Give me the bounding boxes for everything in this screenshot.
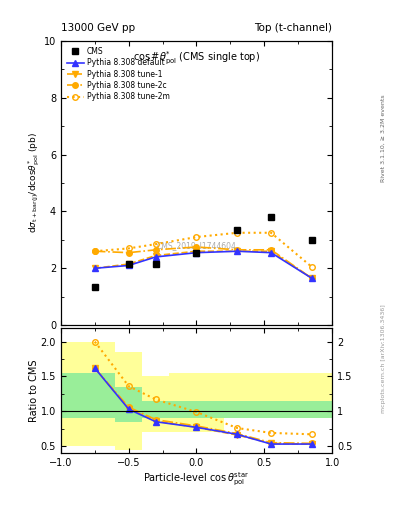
Text: Top (t-channel): Top (t-channel) xyxy=(254,23,332,33)
Pythia 8.308 tune-2m xyxy=(309,264,314,270)
Line: Pythia 8.308 tune-2m: Pythia 8.308 tune-2m xyxy=(92,230,314,270)
Pythia 8.308 default xyxy=(309,275,314,281)
Pythia 8.308 tune-2c xyxy=(126,249,131,255)
Pythia 8.308 tune-2c xyxy=(269,247,274,253)
Text: 13000 GeV pp: 13000 GeV pp xyxy=(61,23,135,33)
Pythia 8.308 default xyxy=(235,248,239,254)
Line: Pythia 8.308 default: Pythia 8.308 default xyxy=(92,248,314,281)
Text: Rivet 3.1.10, ≥ 3.2M events: Rivet 3.1.10, ≥ 3.2M events xyxy=(381,94,386,182)
Pythia 8.308 default xyxy=(92,265,97,271)
Text: $\cos\#\theta^{*}_{\mathrm{pol}}$ (CMS single top): $\cos\#\theta^{*}_{\mathrm{pol}}$ (CMS s… xyxy=(133,50,260,67)
Pythia 8.308 default xyxy=(153,254,158,260)
Pythia 8.308 tune-2c xyxy=(153,247,158,253)
CMS xyxy=(269,214,274,220)
Pythia 8.308 tune-1 xyxy=(153,252,158,259)
Pythia 8.308 tune-2m xyxy=(235,230,239,236)
Pythia 8.308 tune-1 xyxy=(235,248,239,254)
Pythia 8.308 tune-2c xyxy=(235,247,239,253)
Y-axis label: Ratio to CMS: Ratio to CMS xyxy=(29,359,39,422)
Pythia 8.308 tune-2m xyxy=(92,248,97,254)
CMS xyxy=(92,284,97,290)
X-axis label: Particle-level $\cos\theta^{\mathrm{star}}_{\mathrm{pol}}$: Particle-level $\cos\theta^{\mathrm{star… xyxy=(143,471,250,488)
Line: Pythia 8.308 tune-2c: Pythia 8.308 tune-2c xyxy=(92,244,314,281)
Pythia 8.308 tune-2m xyxy=(194,234,199,240)
Line: CMS: CMS xyxy=(92,214,315,290)
Pythia 8.308 tune-1 xyxy=(194,248,199,254)
Pythia 8.308 tune-2m xyxy=(126,245,131,251)
Pythia 8.308 default xyxy=(126,262,131,268)
Text: mcplots.cern.ch [arXiv:1306.3436]: mcplots.cern.ch [arXiv:1306.3436] xyxy=(381,304,386,413)
CMS xyxy=(153,261,158,267)
Pythia 8.308 tune-1 xyxy=(126,261,131,267)
Pythia 8.308 tune-2c xyxy=(309,275,314,281)
Pythia 8.308 tune-2c xyxy=(194,244,199,250)
Legend: CMS, Pythia 8.308 default, Pythia 8.308 tune-1, Pythia 8.308 tune-2c, Pythia 8.3: CMS, Pythia 8.308 default, Pythia 8.308 … xyxy=(65,45,172,103)
Pythia 8.308 tune-2m xyxy=(269,230,274,236)
Y-axis label: $\mathrm{d}\sigma_{\mathrm{t+bar(j)}}/\mathrm{dcos}\theta^{*}_{\mathrm{pol}}$ (p: $\mathrm{d}\sigma_{\mathrm{t+bar(j)}}/\m… xyxy=(27,133,42,233)
Line: Pythia 8.308 tune-1: Pythia 8.308 tune-1 xyxy=(92,248,314,281)
Pythia 8.308 default xyxy=(194,249,199,255)
CMS xyxy=(309,237,314,243)
CMS xyxy=(194,249,199,255)
CMS xyxy=(235,227,239,233)
Text: CMS_2019_I1744604: CMS_2019_I1744604 xyxy=(156,241,237,250)
CMS xyxy=(126,261,131,267)
Pythia 8.308 tune-2m xyxy=(153,241,158,247)
Pythia 8.308 tune-1 xyxy=(92,265,97,271)
Pythia 8.308 tune-1 xyxy=(309,275,314,281)
Pythia 8.308 tune-2c xyxy=(92,248,97,254)
Pythia 8.308 tune-1 xyxy=(269,248,274,254)
Pythia 8.308 default xyxy=(269,249,274,255)
